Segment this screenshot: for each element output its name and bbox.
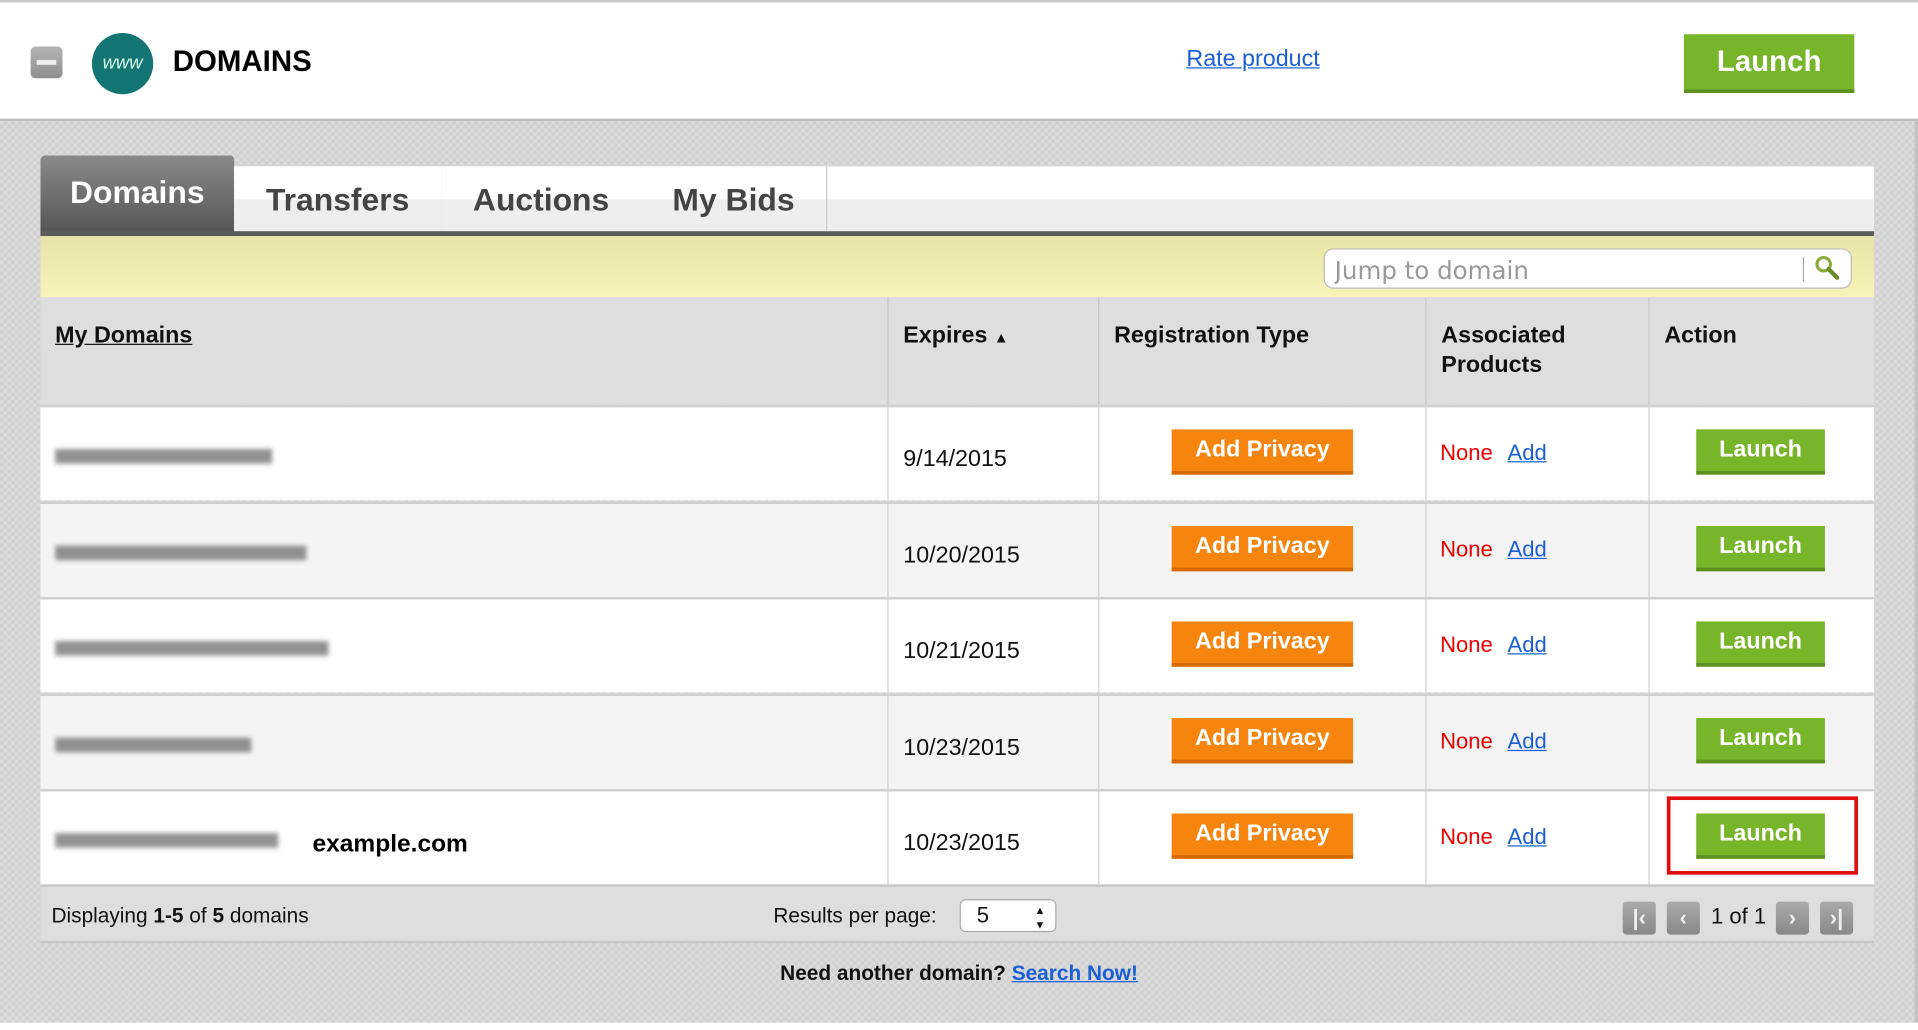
products-none: None	[1440, 440, 1493, 465]
add-privacy-button[interactable]: Add Privacy	[1171, 525, 1354, 571]
launch-button[interactable]: Launch	[1696, 717, 1825, 763]
products-cell: None Add	[1427, 695, 1650, 789]
launch-button-header[interactable]: Launch	[1683, 34, 1855, 93]
tab-domains[interactable]: Domains	[40, 155, 236, 233]
redacted-domain-name[interactable]	[55, 737, 252, 752]
rate-product-link[interactable]: Rate product	[1186, 46, 1320, 73]
registration-cell: Add Privacy	[1099, 503, 1427, 597]
registration-cell: Add Privacy	[1099, 407, 1427, 501]
app-header	[0, 0, 1918, 122]
col-associated-products: Associated Products	[1426, 297, 1650, 405]
action-cell: Launch	[1650, 599, 1874, 692]
products-cell: None Add	[1427, 407, 1650, 501]
page-title: DOMAINS	[172, 45, 312, 79]
products-none: None	[1440, 536, 1493, 561]
action-cell: Launch	[1650, 695, 1874, 788]
table-row: example.com 10/23/2015 Add Privacy None A…	[40, 789, 1874, 885]
domain-cell	[40, 695, 889, 789]
table-footer: Displaying 1-5 of 5 domains Results per …	[40, 884, 1874, 944]
search-divider	[1802, 256, 1805, 282]
products-cell: None Add	[1427, 599, 1650, 693]
page-indicator: 1 of 1	[1710, 904, 1767, 929]
products-none: None	[1440, 824, 1493, 849]
add-product-link[interactable]: Add	[1507, 632, 1547, 657]
search-icon[interactable]	[1813, 253, 1842, 282]
domain-cell	[40, 407, 889, 501]
products-none: None	[1440, 632, 1493, 657]
expires-cell: 10/21/2015	[889, 599, 1100, 693]
table-row: 10/23/2015 Add Privacy None Add Launch	[40, 692, 1874, 789]
redacted-domain-name[interactable]	[55, 641, 329, 656]
redacted-domain-name[interactable]	[55, 448, 273, 464]
launch-button[interactable]: Launch	[1696, 429, 1825, 475]
add-privacy-button[interactable]: Add Privacy	[1171, 717, 1354, 763]
launch-button[interactable]: Launch	[1696, 621, 1825, 667]
displaying-summary: Displaying 1-5 of 5 domains	[51, 904, 309, 928]
table-row: 10/21/2015 Add Privacy None Add Launch	[40, 596, 1874, 693]
sort-asc-icon: ▲	[993, 329, 1009, 347]
add-privacy-button[interactable]: Add Privacy	[1171, 813, 1354, 859]
expires-date: 10/21/2015	[903, 638, 1020, 665]
action-cell: Launch	[1650, 503, 1874, 596]
add-privacy-button[interactable]: Add Privacy	[1171, 621, 1354, 667]
collapse-icon[interactable]	[30, 46, 63, 79]
redacted-domain-name[interactable]	[55, 833, 279, 848]
domain-cell	[40, 503, 889, 597]
expires-date: 9/14/2015	[903, 446, 1007, 473]
col-action: Action	[1649, 297, 1874, 405]
add-privacy-button[interactable]: Add Privacy	[1171, 429, 1354, 475]
table-row: 9/14/2015 Add Privacy None Add Launch	[40, 404, 1874, 501]
expires-cell: 10/20/2015	[889, 503, 1100, 597]
my-domains-sort-link[interactable]: My Domains	[55, 322, 193, 349]
last-page-button[interactable]: ›|	[1820, 901, 1854, 935]
expires-cell: 10/23/2015	[889, 791, 1100, 885]
domain-cell	[40, 599, 889, 693]
jump-to-domain-input[interactable]	[1332, 251, 1797, 288]
col-expires[interactable]: Expires ▲	[888, 297, 1100, 405]
products-none: None	[1440, 728, 1493, 753]
table-row: 10/20/2015 Add Privacy None Add Launch	[40, 500, 1874, 597]
select-arrows-icon: ▲ ▼	[1034, 904, 1046, 931]
col-my-domains[interactable]: My Domains	[40, 297, 889, 405]
add-product-link[interactable]: Add	[1507, 728, 1547, 753]
results-per-page-label: Results per page:	[773, 904, 937, 928]
action-cell: Launch	[1650, 407, 1874, 500]
products-cell: None Add	[1427, 791, 1650, 885]
add-product-link[interactable]: Add	[1507, 536, 1547, 561]
expires-cell: 9/14/2015	[889, 407, 1100, 501]
tab-my-bids[interactable]: My Bids	[640, 166, 828, 233]
tab-divider	[40, 231, 1874, 237]
redacted-domain-name[interactable]	[55, 544, 307, 560]
search-now-link[interactable]: Search Now!	[1011, 961, 1138, 985]
products-cell: None Add	[1427, 503, 1650, 597]
registration-cell: Add Privacy	[1099, 599, 1427, 693]
action-cell: Launch	[1650, 791, 1874, 884]
jump-to-domain-field[interactable]	[1323, 248, 1852, 289]
tab-auctions[interactable]: Auctions	[441, 166, 643, 233]
expires-cell: 10/23/2015	[889, 695, 1100, 789]
results-per-page-select[interactable]: 5 ▲ ▼	[959, 899, 1057, 933]
prev-page-button[interactable]: ‹	[1666, 901, 1700, 935]
tab-transfers[interactable]: Transfers	[234, 166, 443, 233]
associated-products-label: Associated Products	[1441, 322, 1566, 378]
highlight-box	[1666, 796, 1859, 875]
expires-date: 10/20/2015	[903, 542, 1020, 569]
col-registration-type: Registration Type	[1099, 297, 1427, 405]
first-page-button[interactable]: |‹	[1622, 901, 1656, 935]
registration-cell: Add Privacy	[1099, 695, 1427, 789]
expires-label[interactable]: Expires	[903, 322, 988, 349]
expires-date: 10/23/2015	[903, 734, 1020, 761]
registration-cell: Add Privacy	[1099, 791, 1427, 885]
expires-date: 10/23/2015	[903, 830, 1020, 857]
launch-button[interactable]: Launch	[1696, 813, 1825, 859]
add-product-link[interactable]: Add	[1507, 824, 1547, 849]
next-page-button[interactable]: ›	[1775, 901, 1809, 935]
search-prompt: Need another domain? Search Now!	[780, 961, 1138, 985]
launch-button[interactable]: Launch	[1696, 525, 1825, 571]
www-logo-icon: www	[91, 33, 154, 95]
domain-cell: example.com	[40, 791, 889, 885]
add-product-link[interactable]: Add	[1507, 440, 1547, 465]
domain-annotation: example.com	[312, 830, 468, 858]
